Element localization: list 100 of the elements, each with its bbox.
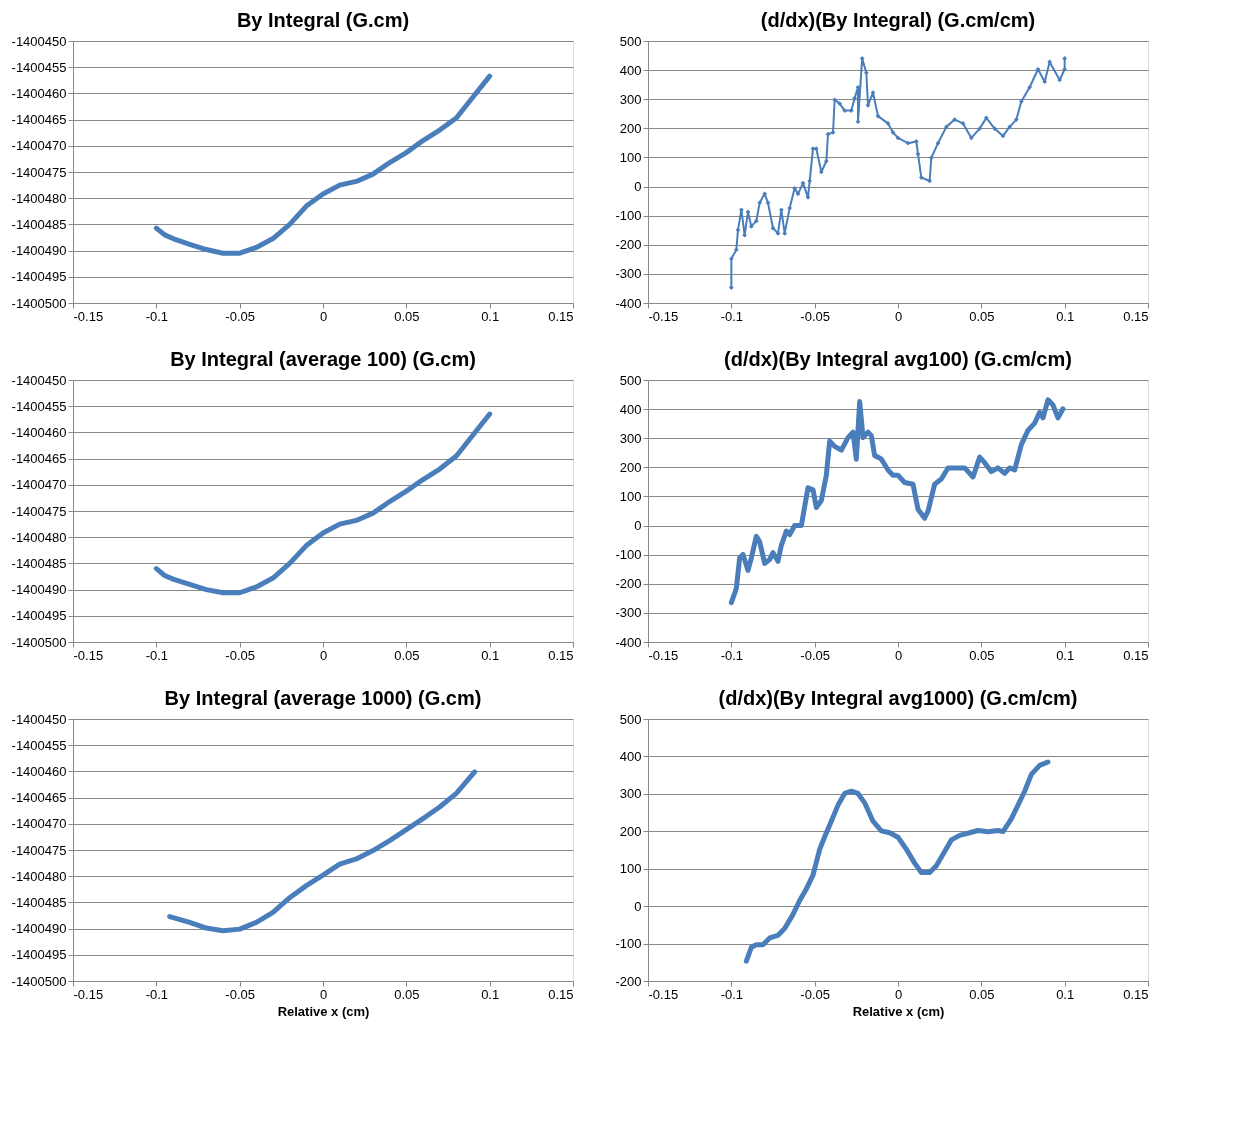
x-tick-label: 0.1 [481, 308, 500, 324]
y-tick-label: -1400500 [11, 634, 67, 650]
y-tick-label: 500 [619, 372, 642, 388]
x-tick-label: 0.05 [394, 308, 420, 324]
y-tick-label: -1400470 [11, 816, 67, 832]
x-tick-label: 0.15 [548, 647, 574, 663]
y-tick-label: 500 [619, 711, 642, 727]
x-tick-label: -0.05 [225, 308, 255, 324]
y-tick-label: -200 [615, 237, 642, 253]
y-tick-label: -1400500 [11, 973, 67, 989]
x-tick-label: 0.15 [1123, 986, 1149, 1002]
y-tick-label: 0 [634, 518, 642, 534]
y-tick-label: -400 [615, 295, 642, 311]
x-tick-label: 0.05 [394, 647, 420, 663]
x-tick-label: -0.15 [73, 308, 104, 324]
x-tick-label: 0 [894, 986, 903, 1002]
y-tick-label: -1400490 [11, 243, 67, 259]
y-tick-label: -1400475 [11, 164, 67, 180]
x-tick-label: -0.1 [720, 308, 744, 324]
x-axis-title: Relative x (cm) [277, 1003, 370, 1019]
x-tick-label: 0.1 [1056, 986, 1075, 1002]
y-tick-label: -200 [615, 973, 642, 989]
x-tick-label: 0.1 [1056, 308, 1075, 324]
y-tick-label: -1400485 [11, 894, 67, 910]
y-tick-label: -1400475 [11, 503, 67, 519]
x-tick-label: 0.05 [969, 986, 995, 1002]
y-tick-label: -1400495 [11, 608, 67, 624]
x-tick-label: -0.15 [648, 986, 679, 1002]
chart-title: (d/dx)(By Integral avg1000) (G.cm/cm) [718, 687, 1078, 709]
x-tick-label: -0.1 [145, 647, 169, 663]
chart-title: By Integral (average 1000) (G.cm) [164, 687, 482, 709]
y-tick-label: -100 [615, 547, 642, 563]
y-tick-label: 0 [634, 179, 642, 195]
y-tick-label: -1400500 [11, 295, 67, 311]
x-tick-label: -0.05 [800, 647, 830, 663]
y-tick-label: -1400450 [11, 372, 67, 388]
y-tick-label: -1400490 [11, 582, 67, 598]
y-tick-label: 100 [619, 149, 642, 165]
x-tick-label: -0.1 [720, 647, 744, 663]
y-tick-label: 200 [619, 120, 642, 136]
y-tick-label: -300 [615, 605, 642, 621]
chart-title: By Integral (average 100) (G.cm) [170, 348, 476, 370]
x-tick-label: 0.15 [548, 308, 574, 324]
y-tick-label: -1400480 [11, 868, 67, 884]
y-tick-label: -1400455 [11, 398, 67, 414]
x-tick-label: -0.1 [145, 986, 169, 1002]
x-tick-label: 0 [319, 986, 328, 1002]
y-tick-label: 300 [619, 91, 642, 107]
x-tick-label: 0 [894, 647, 903, 663]
x-axis-title: Relative x (cm) [852, 1003, 945, 1019]
x-tick-label: 0.05 [394, 986, 420, 1002]
y-tick-label: -300 [615, 266, 642, 282]
x-tick-label: -0.15 [73, 647, 104, 663]
y-tick-label: 400 [619, 62, 642, 78]
y-tick-label: -400 [615, 634, 642, 650]
chart-title: (d/dx)(By Integral avg100) (G.cm/cm) [724, 348, 1072, 370]
x-tick-label: -0.15 [73, 986, 104, 1002]
y-tick-label: -1400485 [11, 216, 67, 232]
x-tick-label: 0.1 [481, 647, 500, 663]
x-tick-label: -0.15 [648, 308, 679, 324]
y-tick-label: 300 [619, 430, 642, 446]
x-tick-label: 0.1 [1056, 647, 1075, 663]
y-tick-label: -1400455 [11, 737, 67, 753]
y-tick-label: -1400465 [11, 790, 67, 806]
x-tick-label: 0 [319, 308, 328, 324]
y-tick-label: 200 [619, 823, 642, 839]
y-tick-label: -1400465 [11, 451, 67, 467]
x-tick-label: 0 [894, 308, 903, 324]
y-tick-label: -100 [615, 208, 642, 224]
chart-title: (d/dx)(By Integral) (G.cm/cm) [760, 9, 1036, 31]
y-tick-label: -1400460 [11, 763, 67, 779]
y-tick-label: -1400470 [11, 477, 67, 493]
y-tick-label: -1400485 [11, 555, 67, 571]
x-tick-label: 0.05 [969, 647, 995, 663]
y-tick-label: 0 [634, 898, 642, 914]
x-tick-label: 0.05 [969, 308, 995, 324]
chart-title: By Integral (G.cm) [236, 9, 410, 31]
y-tick-label: -1400475 [11, 842, 67, 858]
x-tick-label: -0.05 [225, 986, 255, 1002]
y-tick-label: 200 [619, 459, 642, 475]
y-tick-label: 100 [619, 488, 642, 504]
x-tick-label: -0.15 [648, 647, 679, 663]
y-tick-label: 500 [619, 33, 642, 49]
y-tick-label: -100 [615, 936, 642, 952]
y-tick-label: -1400460 [11, 85, 67, 101]
x-tick-label: -0.05 [800, 308, 830, 324]
x-tick-label: 0.15 [1123, 647, 1149, 663]
y-tick-label: -1400480 [11, 190, 67, 206]
y-tick-label: -1400450 [11, 33, 67, 49]
y-tick-label: 300 [619, 786, 642, 802]
y-tick-label: -1400490 [11, 921, 67, 937]
x-tick-label: 0 [319, 647, 328, 663]
y-tick-label: -1400460 [11, 424, 67, 440]
x-tick-label: -0.1 [720, 986, 744, 1002]
y-tick-label: 400 [619, 748, 642, 764]
y-tick-label: -200 [615, 576, 642, 592]
x-tick-label: -0.05 [800, 986, 830, 1002]
y-tick-label: -1400495 [11, 947, 67, 963]
y-tick-label: -1400465 [11, 112, 67, 128]
x-tick-label: -0.05 [225, 647, 255, 663]
